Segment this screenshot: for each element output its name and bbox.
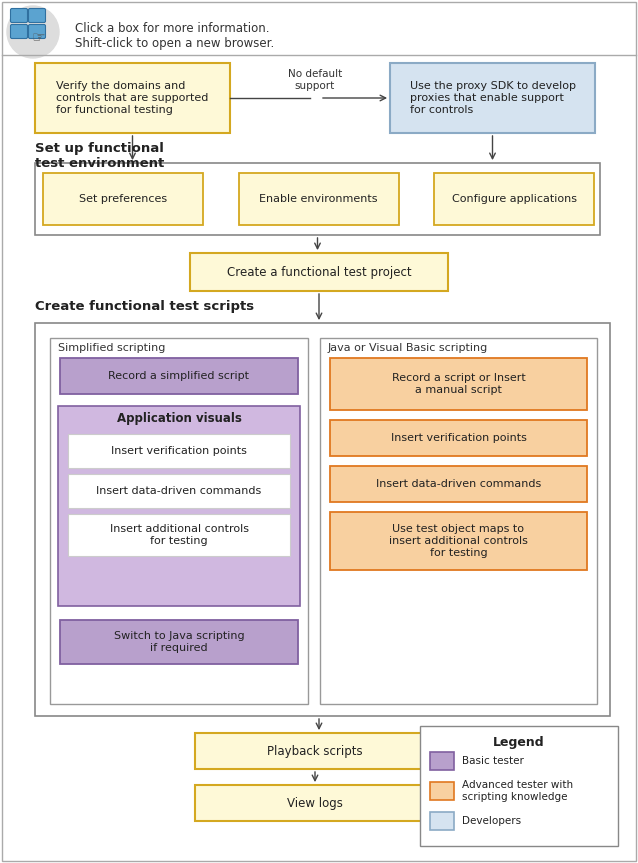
FancyBboxPatch shape [195,785,435,821]
FancyBboxPatch shape [330,466,587,502]
Text: Legend: Legend [493,736,545,749]
FancyBboxPatch shape [330,420,587,456]
Text: Insert additional controls
for testing: Insert additional controls for testing [110,524,248,545]
Text: Click a box for more information.
Shift-click to open a new browser.: Click a box for more information. Shift-… [75,22,274,50]
Text: Configure applications: Configure applications [452,194,577,204]
Text: Enable environments: Enable environments [259,194,378,204]
Text: Set preferences: Set preferences [79,194,167,204]
Text: Set up functional
test environment: Set up functional test environment [35,142,164,170]
FancyBboxPatch shape [390,63,595,133]
Text: Use the proxy SDK to develop
proxies that enable support
for controls: Use the proxy SDK to develop proxies tha… [410,81,575,115]
FancyBboxPatch shape [195,733,435,769]
FancyBboxPatch shape [430,812,454,830]
FancyBboxPatch shape [60,620,298,664]
Text: Insert verification points: Insert verification points [111,446,247,456]
Text: Use test object maps to
insert additional controls
for testing: Use test object maps to insert additiona… [389,525,528,557]
Text: Create a functional test project: Create a functional test project [226,266,412,279]
FancyBboxPatch shape [58,406,300,606]
FancyBboxPatch shape [10,9,27,22]
Text: Create functional test scripts: Create functional test scripts [35,300,254,313]
Text: Record a simplified script: Record a simplified script [108,371,249,381]
Text: Playback scripts: Playback scripts [267,745,363,758]
Text: Record a script or Insert
a manual script: Record a script or Insert a manual scrip… [392,373,525,394]
FancyBboxPatch shape [330,358,587,410]
Text: Insert data-driven commands: Insert data-driven commands [96,486,262,496]
FancyBboxPatch shape [320,338,597,704]
Text: Simplified scripting: Simplified scripting [58,343,165,353]
FancyBboxPatch shape [43,173,203,225]
FancyBboxPatch shape [29,9,45,22]
Text: Verify the domains and
controls that are supported
for functional testing: Verify the domains and controls that are… [56,81,209,115]
FancyBboxPatch shape [68,434,290,468]
Text: Switch to Java scripting
if required: Switch to Java scripting if required [114,631,244,652]
FancyBboxPatch shape [35,63,230,133]
FancyBboxPatch shape [68,474,290,508]
Text: Advanced tester with
scripting knowledge: Advanced tester with scripting knowledge [462,780,573,802]
Circle shape [7,6,59,58]
FancyBboxPatch shape [190,253,448,291]
Text: Java or Visual Basic scripting: Java or Visual Basic scripting [328,343,488,353]
FancyBboxPatch shape [239,173,399,225]
FancyBboxPatch shape [29,24,45,39]
Text: Developers: Developers [462,816,521,826]
FancyBboxPatch shape [420,726,618,846]
Text: View logs: View logs [287,797,343,809]
FancyBboxPatch shape [330,512,587,570]
FancyBboxPatch shape [60,358,298,394]
Text: Insert data-driven commands: Insert data-driven commands [376,479,541,489]
Text: Insert verification points: Insert verification points [390,433,526,443]
Text: No default
support: No default support [288,69,342,91]
Text: Application visuals: Application visuals [117,412,241,425]
FancyBboxPatch shape [50,338,308,704]
FancyBboxPatch shape [35,163,600,235]
FancyBboxPatch shape [434,173,594,225]
FancyBboxPatch shape [430,782,454,800]
FancyBboxPatch shape [68,514,290,556]
FancyBboxPatch shape [430,752,454,770]
FancyBboxPatch shape [35,323,610,716]
FancyBboxPatch shape [10,24,27,39]
Text: ☞: ☞ [31,30,45,46]
Text: Basic tester: Basic tester [462,756,524,766]
